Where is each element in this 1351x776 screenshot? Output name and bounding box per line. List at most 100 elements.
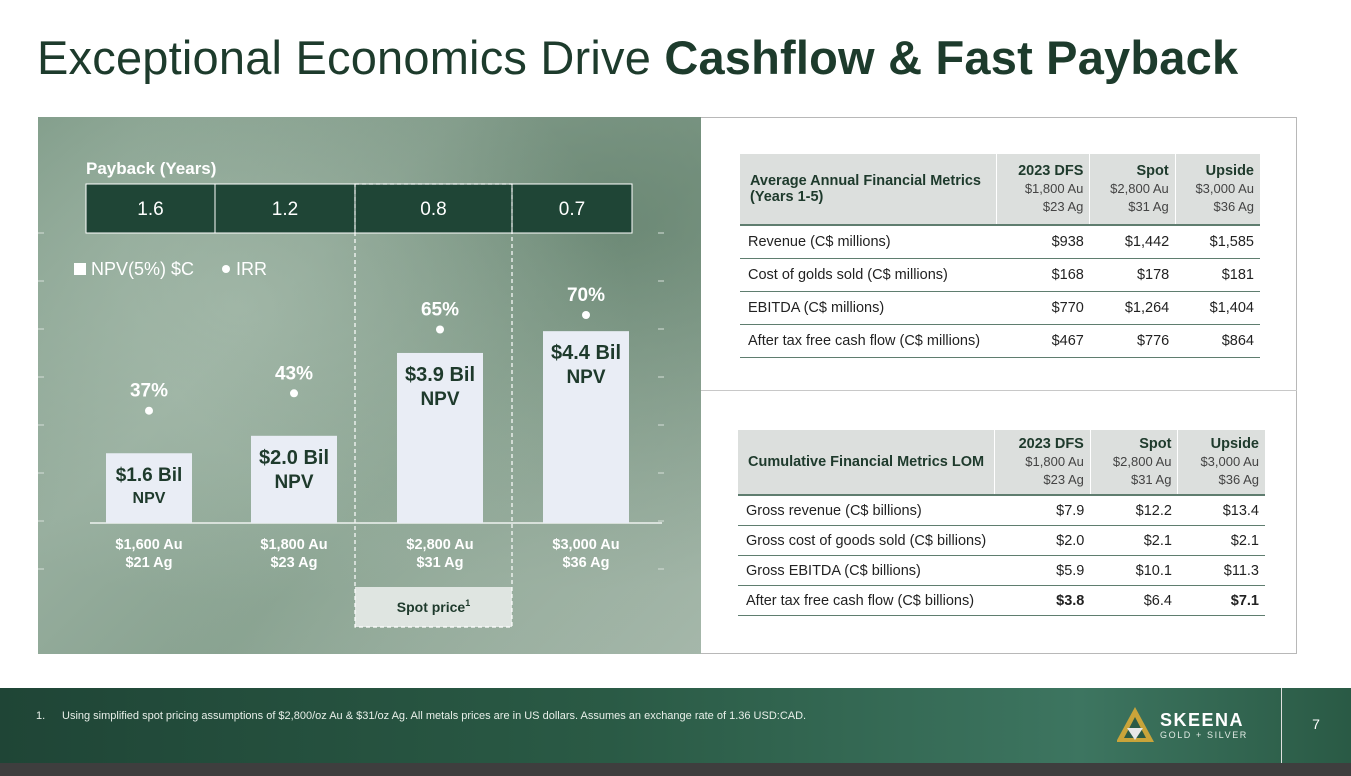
row-value-upside: $864 bbox=[1175, 324, 1260, 358]
npv-bar bbox=[106, 453, 192, 523]
table-row: After tax free cash flow (C$ millions) $… bbox=[740, 324, 1260, 358]
col-au: $1,800 Au bbox=[1024, 181, 1084, 196]
x-tick-label-au: $1,600 Au bbox=[115, 537, 182, 553]
payback-value: 1.6 bbox=[137, 199, 163, 220]
table-row: After tax free cash flow (C$ billions) $… bbox=[738, 585, 1265, 616]
spot-price-footnote-mark: 1 bbox=[465, 598, 470, 608]
x-tick-label-ag: $23 Ag bbox=[270, 555, 317, 571]
row-value-upside: $181 bbox=[1175, 258, 1260, 292]
col-ag: $31 Ag bbox=[1130, 472, 1172, 487]
col-au: $1,800 Au bbox=[1025, 454, 1084, 469]
npv-data-label: $2.0 Bil bbox=[259, 447, 329, 469]
legend-irr-label: IRR bbox=[236, 259, 267, 279]
cumulative-metrics-table: Cumulative Financial Metrics LOM 2023 DF… bbox=[738, 430, 1265, 616]
legend-irr-dot bbox=[222, 265, 230, 273]
annual-col-spot: Spot $2,800 Au $31 Ag bbox=[1089, 154, 1176, 226]
col-ag: $23 Ag bbox=[1043, 472, 1084, 487]
irr-dot bbox=[436, 325, 444, 334]
row-value-dfs: $938 bbox=[996, 225, 1090, 259]
spot-price-box bbox=[355, 587, 512, 627]
col-au: $2,800 Au bbox=[1112, 454, 1172, 469]
payback-value: 0.8 bbox=[420, 199, 446, 220]
table-row: Gross revenue (C$ billions) $7.9 $12.2 $… bbox=[738, 495, 1265, 526]
x-tick-label-au: $3,000 Au bbox=[552, 537, 619, 553]
x-tick-label-ag: $36 Ag bbox=[562, 555, 609, 571]
annual-col-upside: Upside $3,000 Au $36 Ag bbox=[1174, 154, 1260, 226]
cumulative-col-dfs: 2023 DFS $1,800 Au $23 Ag bbox=[994, 430, 1091, 496]
payback-label: Payback (Years) bbox=[86, 159, 216, 178]
col-name: Upside bbox=[1210, 436, 1259, 452]
row-value-upside: $1,585 bbox=[1175, 225, 1260, 259]
row-value-spot: $178 bbox=[1089, 258, 1176, 292]
irr-dot bbox=[290, 389, 298, 398]
annual-col-dfs: 2023 DFS $1,800 Au $23 Ag bbox=[995, 154, 1090, 226]
company-logo: SKEENA GOLD + SILVER bbox=[1117, 706, 1267, 746]
row-value-dfs: $7.9 bbox=[994, 495, 1091, 526]
row-value-spot: $10.1 bbox=[1090, 555, 1178, 586]
table-row: Gross EBITDA (C$ billions) $5.9 $10.1 $1… bbox=[738, 555, 1265, 586]
table-row: EBITDA (C$ millions) $770 $1,264 $1,404 bbox=[740, 291, 1260, 325]
row-label: After tax free cash flow (C$ millions) bbox=[740, 324, 997, 358]
npv-sublabel: NPV bbox=[274, 472, 313, 493]
row-value-dfs: $3.8 bbox=[994, 585, 1091, 616]
row-value-spot: $2.1 bbox=[1090, 525, 1178, 556]
col-ag: $36 Ag bbox=[1213, 199, 1255, 214]
col-ag: $36 Ag bbox=[1218, 472, 1260, 487]
row-label: EBITDA (C$ millions) bbox=[740, 291, 997, 325]
col-au: $3,000 Au bbox=[1200, 454, 1259, 469]
col-name: 2023 DFS bbox=[1018, 163, 1084, 179]
payback-value: 1.2 bbox=[272, 199, 298, 220]
irr-dot bbox=[145, 406, 153, 415]
col-ag: $31 Ag bbox=[1128, 199, 1169, 214]
irr-data-label: 70% bbox=[567, 285, 605, 306]
logo-subtitle: GOLD + SILVER bbox=[1160, 730, 1248, 740]
footer-separator bbox=[1281, 688, 1282, 763]
npv-bar bbox=[251, 435, 337, 523]
payback-value: 0.7 bbox=[559, 199, 585, 220]
npv-bar bbox=[397, 352, 483, 523]
metrics-divider bbox=[701, 390, 1297, 391]
npv-irr-chart: Payback (Years) 1.6 1.2 0.8 0.7 Spot price1 NP… bbox=[38, 117, 701, 654]
annual-header-row: Average Annual Financial Metrics (Years … bbox=[740, 154, 1260, 226]
npv-bar bbox=[543, 331, 629, 523]
row-label: Gross cost of goods sold (C$ billions) bbox=[738, 525, 995, 556]
row-value-dfs: $168 bbox=[996, 258, 1090, 292]
row-label: Gross revenue (C$ billions) bbox=[738, 495, 995, 526]
row-value-upside: $13.4 bbox=[1177, 495, 1265, 526]
npv-sublabel: NPV bbox=[420, 389, 459, 410]
row-value-upside: $1,404 bbox=[1175, 291, 1260, 325]
col-name: Upside bbox=[1205, 163, 1254, 179]
page-number: 7 bbox=[1312, 716, 1320, 732]
skeena-logo-icon bbox=[1117, 707, 1154, 742]
row-value-spot: $12.2 bbox=[1090, 495, 1178, 526]
npv-data-label: $1.6 Bil bbox=[116, 465, 183, 486]
row-label: Cost of golds sold (C$ millions) bbox=[740, 258, 997, 292]
row-label: Revenue (C$ millions) bbox=[740, 225, 997, 259]
col-au: $3,000 Au bbox=[1195, 181, 1254, 196]
table-row: Gross cost of goods sold (C$ billions) $… bbox=[738, 525, 1265, 556]
title-regular: Exceptional Economics Drive bbox=[37, 31, 652, 84]
col-name: Spot bbox=[1139, 436, 1172, 452]
row-value-spot: $1,264 bbox=[1089, 291, 1176, 325]
row-label: After tax free cash flow (C$ billions) bbox=[738, 585, 995, 616]
npv-data-label: $4.4 Bil bbox=[551, 342, 621, 364]
legend-npv-label: NPV(5%) $C bbox=[91, 259, 194, 279]
row-value-upside: $11.3 bbox=[1177, 555, 1265, 586]
row-value-dfs: $2.0 bbox=[994, 525, 1091, 556]
annual-header-title: Average Annual Financial Metrics (Years … bbox=[740, 154, 997, 226]
annual-metrics-table: Average Annual Financial Metrics (Years … bbox=[740, 154, 1260, 358]
spot-price-highlight bbox=[354, 183, 513, 628]
npv-sublabel: NPV bbox=[566, 367, 605, 388]
row-value-dfs: $770 bbox=[996, 291, 1090, 325]
col-ag: $23 Ag bbox=[1042, 199, 1084, 214]
col-au: $2,800 Au bbox=[1110, 181, 1169, 196]
irr-data-label: 65% bbox=[421, 300, 459, 321]
payback-cell bbox=[511, 183, 633, 234]
chart-svg: Payback (Years) 1.6 1.2 0.8 0.7 Spot price1 NP… bbox=[38, 159, 664, 628]
payback-cell bbox=[214, 183, 356, 234]
cumulative-col-upside: Upside $3,000 Au $36 Ag bbox=[1177, 430, 1265, 496]
row-value-upside: $2.1 bbox=[1177, 525, 1265, 556]
spot-price-label: Spot price1 bbox=[397, 598, 470, 615]
row-value-spot: $776 bbox=[1089, 324, 1176, 358]
table-row: Cost of golds sold (C$ millions) $168 $1… bbox=[740, 258, 1260, 292]
